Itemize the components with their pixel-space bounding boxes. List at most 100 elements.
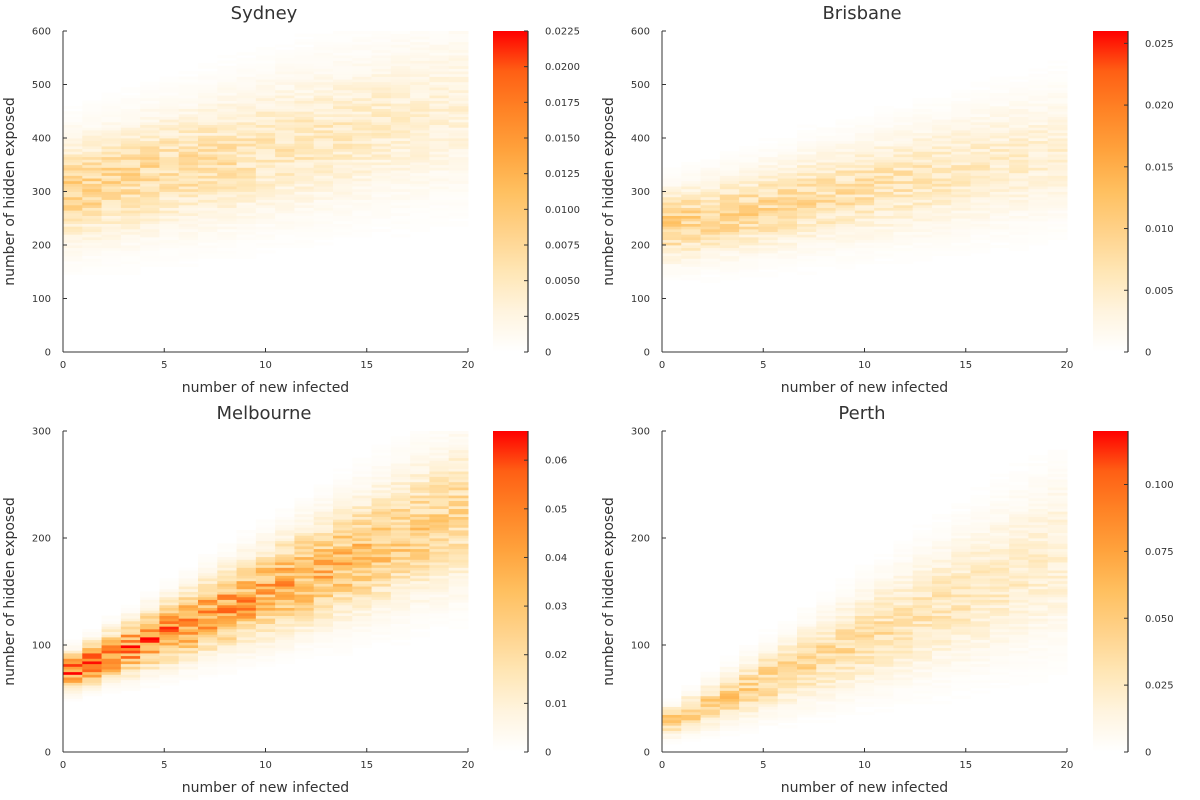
heat-cell [371, 591, 392, 595]
heat-cell [390, 441, 411, 445]
heat-cell [236, 639, 257, 643]
heat-cell [63, 119, 83, 123]
heat-cell [797, 655, 817, 659]
heat-cell [448, 111, 469, 115]
heat-cell [835, 188, 856, 192]
heat-cell [352, 100, 373, 104]
heat-cell [255, 146, 276, 150]
heat-cell [1009, 127, 1029, 131]
heat-cell [1009, 132, 1029, 136]
heat-cell [198, 65, 218, 69]
heat-cell [854, 628, 875, 633]
heat-cell [1009, 519, 1029, 523]
heat-cell [390, 194, 411, 198]
heat-cell [275, 210, 295, 214]
heat-cell [893, 663, 914, 667]
heat-cell [410, 76, 430, 80]
heat-cell [1009, 524, 1029, 528]
heat-cell [448, 167, 469, 171]
heat-cell [352, 103, 373, 107]
heat-cell [101, 175, 122, 179]
heat-cell [217, 223, 238, 227]
heat-cell [178, 655, 199, 659]
heat-cell [217, 154, 238, 158]
heat-cell [1047, 180, 1068, 184]
heat-cell [101, 183, 122, 187]
heat-cell [63, 162, 83, 166]
heat-cell [932, 554, 952, 558]
heat-cell [797, 653, 817, 657]
heat-cell [255, 47, 276, 51]
heat-cell [140, 653, 160, 657]
heat-cell [159, 578, 180, 582]
heat-cell [1009, 671, 1029, 675]
heat-cell [797, 146, 817, 150]
heat-cell [159, 103, 180, 107]
heat-cell [777, 714, 798, 718]
heat-cell [120, 607, 141, 611]
heat-cell [352, 124, 373, 128]
heat-cell [448, 55, 469, 59]
heat-cell [681, 239, 702, 243]
heat-cell [313, 164, 334, 168]
heat-cell [912, 127, 933, 131]
heat-cell [932, 583, 952, 587]
heat-cell [989, 148, 1010, 152]
heat-cell [777, 647, 798, 651]
heat-cell [120, 175, 141, 179]
heat-cell [777, 661, 798, 665]
heat-cell [159, 618, 180, 622]
heat-cell [217, 556, 238, 560]
heat-cell [82, 172, 103, 176]
heat-cell [371, 146, 392, 150]
heat-cell [700, 725, 721, 729]
heat-cell [912, 623, 933, 627]
heat-cell [681, 255, 702, 259]
heat-cell [1009, 631, 1029, 635]
heat-cell [120, 677, 141, 681]
heat-cell [777, 650, 798, 654]
heat-cell [777, 207, 798, 211]
heat-cell [970, 639, 991, 643]
heat-cell [739, 146, 759, 150]
heat-cell [217, 212, 238, 216]
colorbar-tick-label: 0.025 [1145, 39, 1174, 50]
heat-cell [989, 194, 1010, 198]
heat-cell [912, 255, 933, 259]
heat-cell [236, 628, 257, 633]
heat-cell [1047, 220, 1068, 224]
heat-cell [333, 154, 353, 158]
heat-cell [448, 175, 469, 179]
heat-cell [1028, 180, 1049, 184]
heat-cell [681, 212, 702, 216]
heat-cell [816, 135, 837, 139]
heat-cell [1047, 105, 1068, 109]
heat-cell [429, 575, 450, 579]
heat-cell [410, 135, 430, 139]
heat-cell [1047, 135, 1068, 139]
heat-cell [410, 447, 430, 451]
heat-cell [429, 156, 450, 160]
heat-cell [333, 618, 353, 622]
heat-cell [1028, 580, 1049, 584]
heat-cell [1028, 658, 1049, 662]
heat-cell [217, 111, 238, 115]
heat-cell [410, 559, 430, 563]
heat-cell [255, 548, 276, 552]
heat-cell [371, 188, 392, 192]
heat-cell [371, 524, 392, 528]
heat-cell [758, 706, 779, 710]
heat-cell [333, 476, 353, 480]
heat-cell [198, 167, 218, 171]
y-axis-label: number of hidden exposed [2, 497, 18, 685]
heat-cell [178, 172, 199, 176]
heat-cell [854, 607, 875, 611]
heat-cell [777, 191, 798, 195]
y-tick-label: 300 [631, 187, 650, 198]
heat-cell [912, 180, 933, 184]
heat-cell [951, 228, 972, 233]
heat-cell [970, 690, 991, 694]
heat-cell [429, 162, 450, 166]
heat-cell [352, 146, 373, 150]
heat-cell [448, 586, 469, 590]
